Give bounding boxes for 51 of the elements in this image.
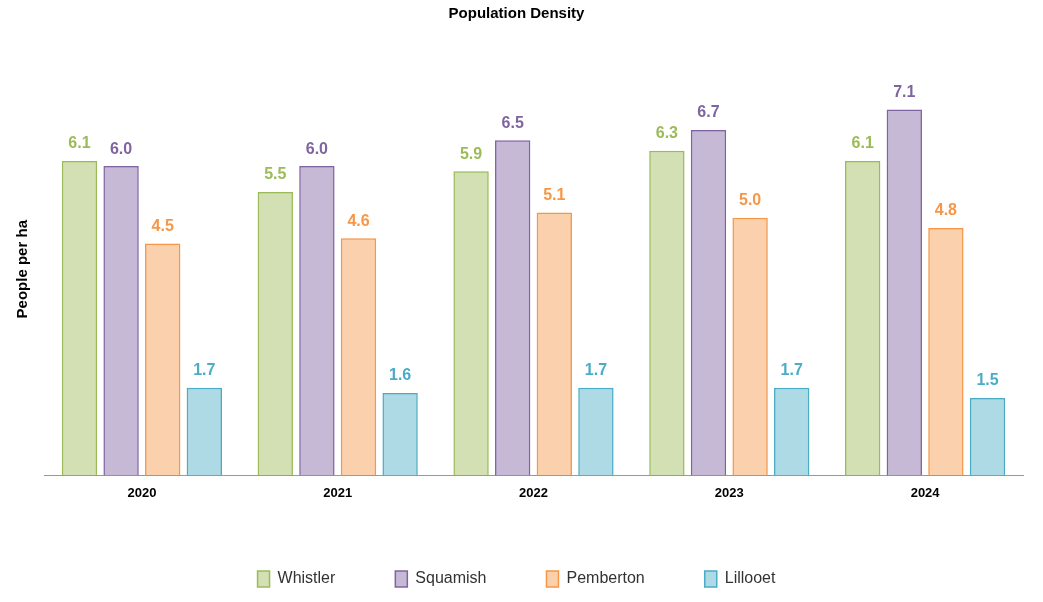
bar (299, 166, 335, 476)
x-tick-label: 2021 (323, 484, 353, 500)
bar (732, 217, 768, 476)
data-label: 4.8 (934, 201, 958, 219)
bar (536, 212, 572, 476)
bar (382, 392, 418, 476)
bar (649, 150, 685, 476)
bar (453, 171, 489, 476)
x-tick-label: 2024 (910, 484, 941, 500)
data-label: 5.0 (738, 191, 762, 209)
bar (578, 387, 614, 476)
data-label: 1.5 (976, 371, 999, 389)
data-label: 6.1 (68, 134, 91, 152)
data-label: 5.1 (543, 185, 566, 203)
data-label: 6.0 (305, 139, 329, 157)
data-label: 6.1 (851, 134, 874, 152)
bar (61, 160, 98, 476)
data-label: 6.7 (697, 103, 720, 121)
x-tick-label: 2022 (519, 484, 548, 500)
data-label: 6.0 (109, 139, 133, 157)
bar (886, 109, 922, 476)
legend-label: Lillooet (724, 569, 776, 587)
data-label: 4.5 (151, 216, 174, 234)
bar (774, 387, 810, 476)
data-label: 1.6 (388, 366, 412, 384)
legend-label: Squamish (415, 569, 487, 587)
bar (186, 387, 222, 476)
legend-label: Pemberton (566, 569, 645, 587)
bar (690, 130, 727, 476)
data-label: 7.1 (893, 82, 916, 100)
x-tick-label: 2020 (127, 484, 157, 500)
bar (145, 243, 181, 476)
data-label: 6.3 (655, 124, 679, 142)
data-label: 5.9 (459, 144, 483, 162)
x-tick-label: 2023 (714, 484, 744, 500)
chart-title: Population Density (448, 4, 586, 22)
y-axis-title: People per ha (13, 219, 31, 319)
legend-label: Whistler (277, 569, 336, 587)
data-label: 1.7 (584, 361, 608, 379)
data-label: 1.7 (780, 361, 803, 379)
data-label: 5.5 (264, 165, 287, 183)
bar (257, 191, 293, 476)
bar (845, 160, 881, 476)
data-label: 6.5 (501, 113, 524, 131)
data-label: 4.6 (347, 211, 370, 229)
bar (969, 398, 1006, 476)
bar (495, 140, 531, 476)
bar (340, 238, 377, 476)
bar (103, 166, 139, 476)
bar (928, 227, 964, 476)
data-label: 1.7 (193, 361, 216, 379)
